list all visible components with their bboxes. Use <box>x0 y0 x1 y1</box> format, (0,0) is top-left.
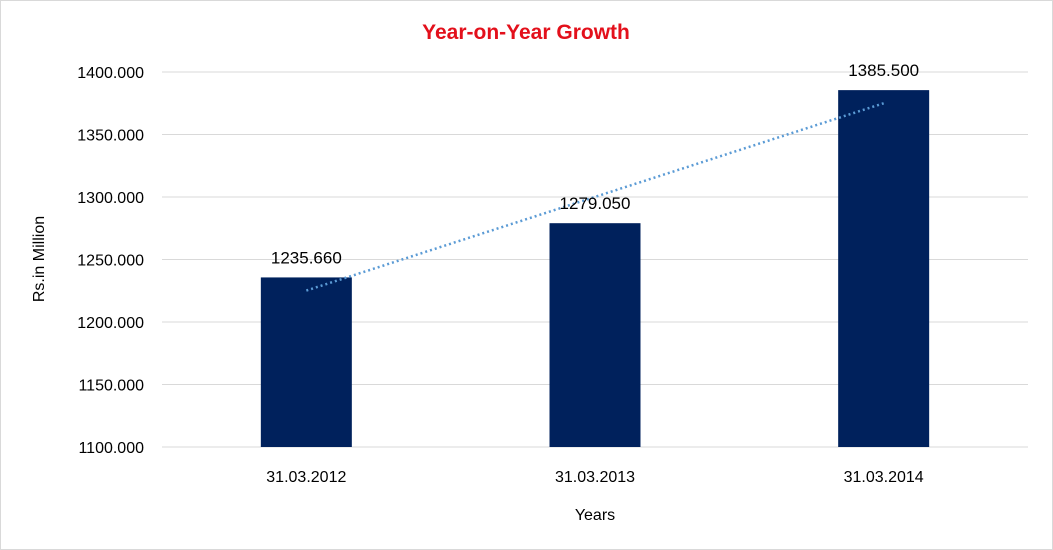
data-labels: 1235.660 1279.050 1385.500 <box>271 61 919 267</box>
bar <box>549 223 641 447</box>
x-axis-ticks: 31.03.2012 31.03.2013 31.03.2014 <box>266 469 924 486</box>
y-tick-label: 1250.000 <box>77 253 144 270</box>
bars <box>260 90 930 447</box>
x-axis-label: Years <box>575 507 615 524</box>
y-tick-label: 1350.000 <box>77 128 144 145</box>
y-tick-label: 1400.000 <box>77 65 144 82</box>
y-tick-label: 1150.000 <box>78 378 144 395</box>
bar <box>260 277 352 447</box>
x-tick-label: 31.03.2012 <box>266 469 346 486</box>
trendline <box>305 102 885 292</box>
chart-title: Year-on-Year Growth <box>422 21 630 44</box>
y-tick-label: 1100.000 <box>78 440 144 457</box>
data-label: 1235.660 <box>271 248 342 267</box>
x-tick-label: 31.03.2013 <box>555 469 635 486</box>
y-tick-label: 1300.000 <box>77 190 144 207</box>
y-axis-ticks: 1100.000 1150.000 1200.000 1250.000 1300.000… <box>77 65 144 457</box>
y-tick-label: 1200.000 <box>77 315 144 332</box>
y-axis-label: Rs.in Million <box>31 216 48 302</box>
data-label: 1385.500 <box>848 61 919 80</box>
x-tick-label: 31.03.2014 <box>844 469 924 486</box>
data-label: 1279.050 <box>560 194 631 213</box>
bar <box>838 90 930 447</box>
trendline-layer <box>305 102 885 292</box>
